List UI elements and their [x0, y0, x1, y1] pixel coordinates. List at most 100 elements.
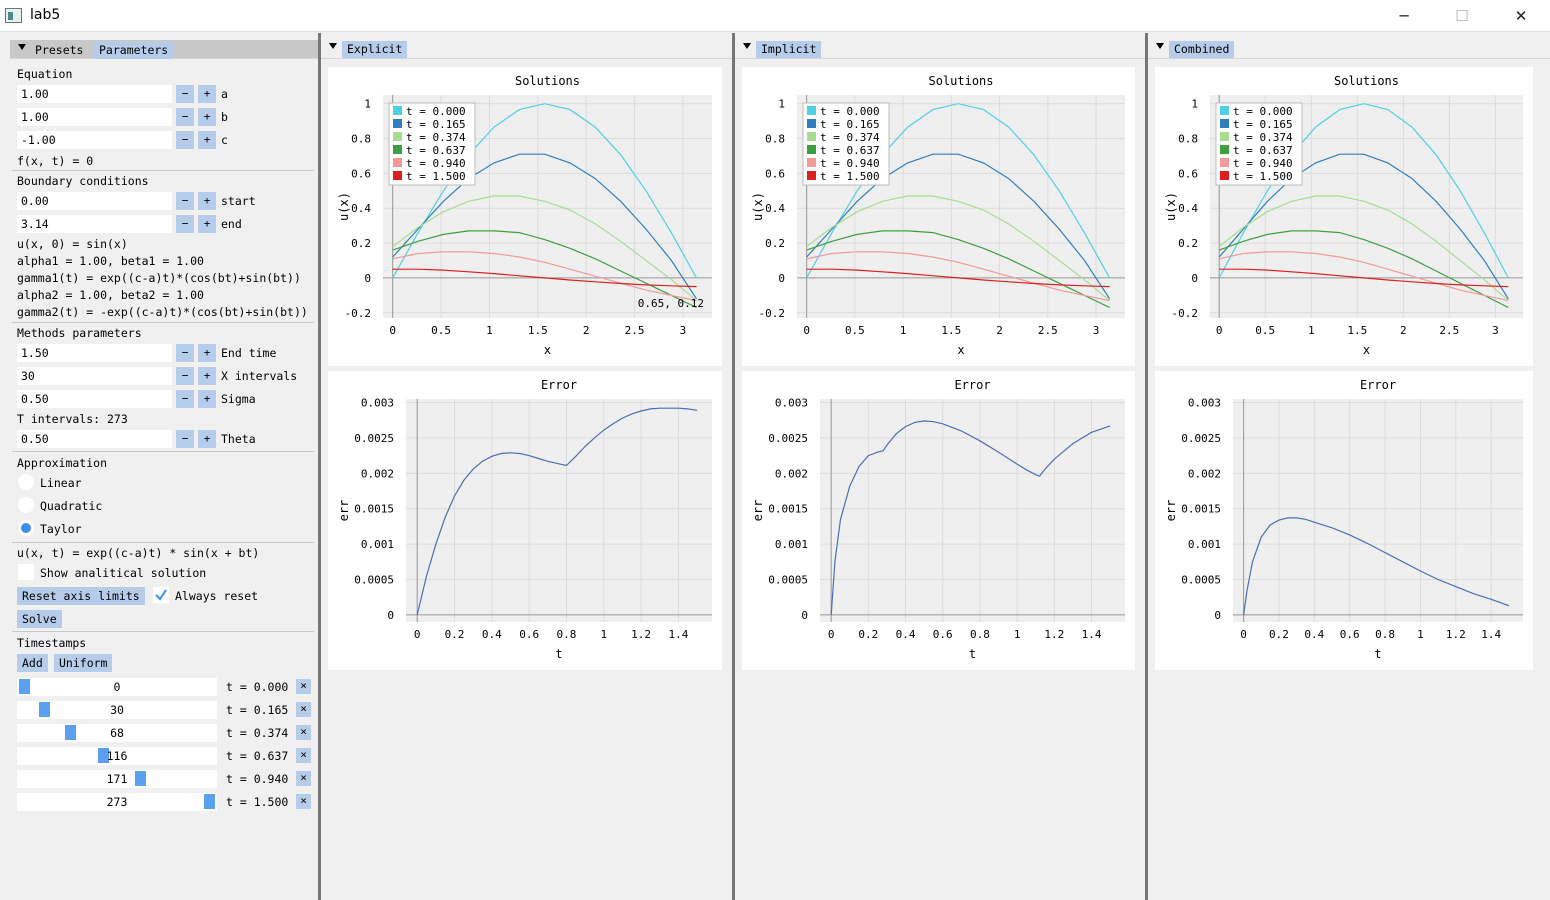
x-intervals-plus-button[interactable]: +	[198, 367, 216, 385]
chart-title: Solutions	[515, 74, 580, 88]
legend-entry: t = 0.374	[406, 131, 466, 144]
x-axis-label: t	[555, 647, 562, 661]
slider-grab-handle[interactable]	[19, 679, 30, 694]
slider-grab-handle[interactable]	[97, 748, 109, 763]
y-tick-label: 0.0015	[1181, 503, 1221, 516]
sigma-plus-button[interactable]: +	[198, 390, 216, 408]
remove-timestamp-button[interactable]: ×	[296, 794, 311, 809]
c-plus-button[interactable]: +	[198, 131, 216, 149]
app-icon	[5, 8, 22, 23]
theta-input[interactable]: 0.50	[17, 430, 172, 448]
sigma-input[interactable]: 0.50	[17, 390, 172, 408]
minimize-button[interactable]: ─	[1399, 7, 1409, 25]
y-axis-label: err	[751, 500, 765, 522]
timestamp-slider[interactable]: 116	[17, 747, 217, 765]
collapse-triangle-icon[interactable]	[18, 44, 26, 50]
collapse-triangle-icon[interactable]	[329, 43, 337, 49]
x-tick-label: 0.6	[519, 628, 539, 641]
c-minus-button[interactable]: −	[176, 131, 194, 149]
a-minus-button[interactable]: −	[176, 85, 194, 103]
legend-swatch	[393, 171, 402, 180]
always-reset-checkbox[interactable]	[153, 587, 169, 603]
tab-explicit[interactable]: Explicit	[342, 41, 408, 58]
y-tick-label: 0.8	[1178, 133, 1198, 146]
x-tick-label: 0	[1216, 324, 1223, 337]
end-time-plus-button[interactable]: +	[198, 344, 216, 362]
theta-minus-button[interactable]: −	[176, 430, 194, 448]
reset-axis-limits-button[interactable]: Reset axis limits	[17, 587, 145, 605]
tab-combined[interactable]: Combined	[1169, 41, 1235, 58]
remove-timestamp-button[interactable]: ×	[296, 679, 311, 694]
show-analytic-checkbox[interactable]	[18, 564, 34, 580]
end-input[interactable]: 3.14	[17, 215, 172, 233]
y-tick-label: 1	[364, 98, 371, 111]
close-button[interactable]: ✕	[1514, 7, 1528, 25]
end-plus-button[interactable]: +	[198, 215, 216, 233]
theta-plus-button[interactable]: +	[198, 430, 216, 448]
series-line	[806, 268, 1110, 288]
tab-implicit[interactable]: Implicit	[756, 41, 822, 58]
remove-timestamp-button[interactable]: ×	[296, 725, 311, 740]
combined-error-plot[interactable]: 0 0.0005 0.001 0.0015 0.002 0.0025 0.003 0 0.2 0.…	[1155, 371, 1533, 670]
x-tick-label: 3	[680, 324, 687, 337]
solve-button[interactable]: Solve	[17, 610, 62, 628]
explicit-solutions-plot[interactable]: -0.2 0 0.2 0.4 0.6 0.8 1 0 0.5 1 1.5 2 2.5 3 Solutions…	[328, 67, 722, 366]
start-minus-button[interactable]: −	[176, 192, 194, 210]
y-tick-label: 0.0025	[354, 432, 394, 445]
a-input[interactable]: 1.00	[17, 85, 172, 103]
radio-taylor[interactable]	[18, 520, 34, 536]
tab-presets[interactable]: Presets	[35, 43, 84, 57]
x-axis-label: x	[1363, 343, 1370, 357]
timestamp-slider[interactable]: 68	[17, 724, 217, 742]
timestamp-slider[interactable]: 273	[17, 793, 217, 811]
y-axis-label: u(x)	[337, 192, 351, 221]
timestamp-slider[interactable]: 0	[17, 678, 217, 696]
radio-linear[interactable]	[18, 474, 34, 490]
slider-grab-handle[interactable]	[134, 771, 146, 786]
implicit-solutions-plot[interactable]: -0.2 0 0.2 0.4 0.6 0.8 1 0 0.5 1 1.5 2 2.5 3 Solutions…	[742, 67, 1135, 366]
end-minus-button[interactable]: −	[176, 215, 194, 233]
radio-quadratic[interactable]	[18, 497, 34, 513]
a-plus-button[interactable]: +	[198, 85, 216, 103]
b-input[interactable]: 1.00	[17, 108, 172, 126]
slider-grab-handle[interactable]	[204, 794, 215, 809]
x-tick-label: 0.8	[1375, 628, 1395, 641]
timestamp-slider[interactable]: 30	[17, 701, 217, 719]
explicit-error-plot[interactable]: 0 0.0005 0.001 0.0015 0.002 0.0025 0.003 0 0.2 0.…	[328, 371, 722, 670]
slider-grab-handle[interactable]	[65, 725, 77, 740]
panel-splitter[interactable]	[318, 33, 321, 900]
start-input[interactable]: 0.00	[17, 192, 172, 210]
parameters-panel-header: Presets Parameters	[10, 40, 318, 59]
uniform-button[interactable]: Uniform	[54, 654, 113, 672]
remove-timestamp-button[interactable]: ×	[296, 702, 311, 717]
implicit-error-plot[interactable]: 0 0.0005 0.001 0.0015 0.002 0.0025 0.003 0 0.2 0.…	[742, 371, 1135, 670]
panel-splitter[interactable]	[732, 33, 735, 900]
tab-parameters[interactable]: Parameters	[94, 42, 174, 59]
panel-splitter[interactable]	[1145, 33, 1148, 900]
add-timestamp-button[interactable]: Add	[17, 654, 48, 672]
b-minus-button[interactable]: −	[176, 108, 194, 126]
end-time-input[interactable]: 1.50	[17, 344, 172, 362]
series-line	[392, 195, 697, 302]
sigma-minus-button[interactable]: −	[176, 390, 194, 408]
remove-timestamp-button[interactable]: ×	[296, 748, 311, 763]
timestamp-slider[interactable]: 171	[17, 770, 217, 788]
series-line	[806, 153, 1111, 300]
x-intervals-minus-button[interactable]: −	[176, 367, 194, 385]
timestamp-index: 171	[106, 772, 128, 786]
start-plus-button[interactable]: +	[198, 192, 216, 210]
c-input[interactable]: -1.00	[17, 131, 172, 149]
remove-timestamp-button[interactable]: ×	[296, 771, 311, 786]
x-tick-label: 1	[1417, 628, 1424, 641]
slider-grab-handle[interactable]	[39, 702, 51, 717]
series-line	[392, 251, 697, 302]
collapse-triangle-icon[interactable]	[1156, 43, 1164, 49]
collapse-triangle-icon[interactable]	[743, 43, 751, 49]
combined-solutions-plot[interactable]: -0.2 0 0.2 0.4 0.6 0.8 1 0 0.5 1 1.5 2 2.5 3 Solutions…	[1155, 67, 1533, 366]
window-title: lab5	[30, 7, 61, 23]
maximize-button[interactable]: ☐	[1455, 7, 1469, 25]
end-time-minus-button[interactable]: −	[176, 344, 194, 362]
x-intervals-input[interactable]: 30	[17, 367, 172, 385]
b-plus-button[interactable]: +	[198, 108, 216, 126]
legend-entry: t = 0.940	[820, 157, 880, 170]
